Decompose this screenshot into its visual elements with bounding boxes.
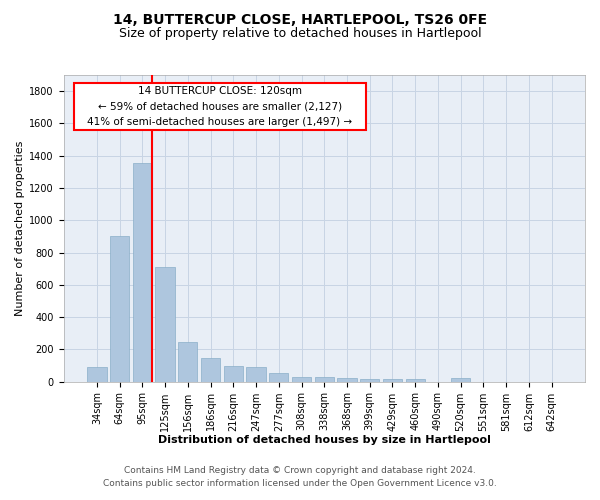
Bar <box>451 378 470 382</box>
Bar <box>155 267 175 382</box>
Bar <box>247 367 266 382</box>
Text: Contains HM Land Registry data © Crown copyright and database right 2024.
Contai: Contains HM Land Registry data © Crown c… <box>103 466 497 487</box>
Bar <box>383 379 402 382</box>
Bar <box>224 366 243 382</box>
Bar <box>337 378 356 382</box>
Bar <box>269 372 289 382</box>
Text: 14, BUTTERCUP CLOSE, HARTLEPOOL, TS26 0FE: 14, BUTTERCUP CLOSE, HARTLEPOOL, TS26 0F… <box>113 12 487 26</box>
Text: Size of property relative to detached houses in Hartlepool: Size of property relative to detached ho… <box>119 28 481 40</box>
Bar <box>133 163 152 382</box>
Bar <box>406 379 425 382</box>
Text: 41% of semi-detached houses are larger (1,497) →: 41% of semi-detached houses are larger (… <box>88 118 353 128</box>
Text: ← 59% of detached houses are smaller (2,127): ← 59% of detached houses are smaller (2,… <box>98 102 342 112</box>
Bar <box>360 379 379 382</box>
Text: 14 BUTTERCUP CLOSE: 120sqm: 14 BUTTERCUP CLOSE: 120sqm <box>138 86 302 96</box>
Y-axis label: Number of detached properties: Number of detached properties <box>15 140 25 316</box>
X-axis label: Distribution of detached houses by size in Hartlepool: Distribution of detached houses by size … <box>158 435 491 445</box>
Bar <box>292 377 311 382</box>
Bar <box>178 342 197 382</box>
Bar <box>87 367 107 382</box>
FancyBboxPatch shape <box>74 82 366 130</box>
Bar <box>110 236 129 382</box>
Bar <box>314 377 334 382</box>
Bar <box>201 358 220 382</box>
